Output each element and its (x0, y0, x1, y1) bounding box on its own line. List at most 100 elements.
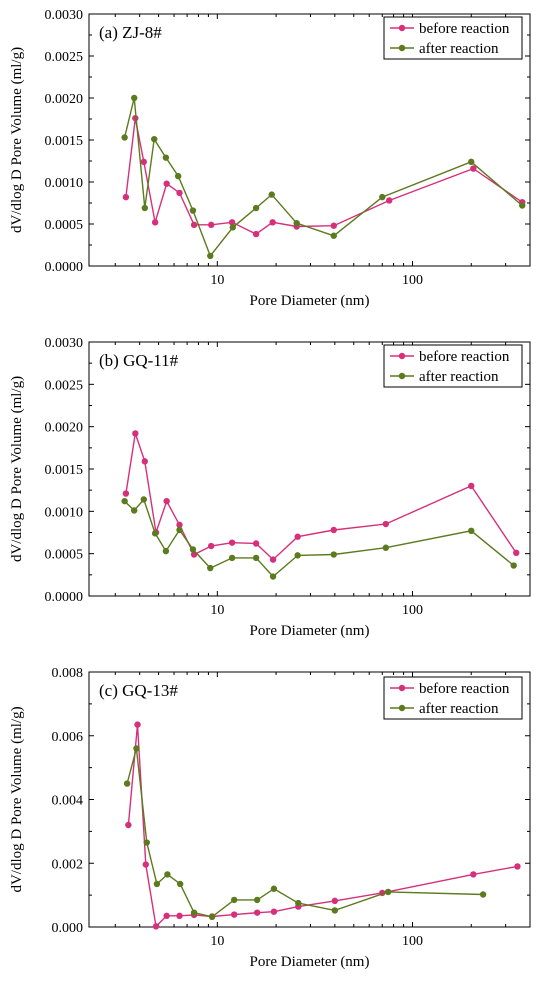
data-point (131, 507, 138, 514)
y-axis-title: dV/dlog D Pore Volume (ml/g) (9, 706, 25, 892)
data-point (151, 219, 159, 226)
data-point (468, 527, 475, 535)
data-point (294, 533, 301, 540)
data-point (121, 497, 128, 505)
legend: before reaction after reaction (383, 676, 523, 720)
legend-box (383, 344, 523, 388)
y-axis-title: dV/dlog D Pore Volume (ml/g) (9, 376, 25, 562)
series-line (123, 97, 523, 258)
legend-box (383, 16, 523, 60)
data-point (269, 556, 277, 563)
x-tick-label: 100 (402, 273, 423, 288)
data-point (152, 923, 160, 930)
data-point (252, 204, 260, 212)
data-point (468, 158, 475, 166)
data-point (513, 549, 520, 557)
legend-marker (398, 372, 406, 380)
data-point (176, 880, 184, 888)
data-point (123, 780, 131, 787)
data-point (133, 745, 140, 752)
data-point (270, 908, 278, 915)
data-point (121, 134, 128, 141)
data-point (132, 430, 139, 437)
data-point (253, 896, 261, 904)
data-point (330, 526, 337, 534)
data-point (190, 221, 198, 229)
y-tick-label: 0.000 (52, 921, 84, 936)
data-point (176, 912, 183, 920)
data-point (330, 222, 337, 229)
x-tick-label: 100 (402, 934, 423, 949)
legend: before reaction after reaction (383, 344, 523, 388)
legend-label: after reaction (419, 701, 499, 717)
panel-label: (a) ZJ-8# (99, 23, 162, 42)
chart-panel-2: 0.0000 0.0005 0.0010 0.0015 0.0020 0.0025 0.00… (9, 336, 531, 639)
data-point (141, 458, 149, 465)
data-point (163, 497, 170, 505)
series-after (123, 745, 487, 920)
y-tick-label: 0.0025 (45, 50, 84, 65)
data-point (252, 230, 260, 238)
chart-panel-3: 0.000 0.002 0.004 0.006 0.008 10 100 Pore Diame… (9, 666, 531, 970)
y-tick-label: 0.0030 (45, 8, 84, 23)
data-point (189, 546, 197, 553)
series-before (122, 430, 520, 563)
y-tick-label: 0.0005 (45, 548, 84, 563)
x-axis-title: Pore Diameter (nm) (250, 954, 370, 970)
y-tick-label: 0.0000 (45, 590, 84, 605)
data-point (163, 912, 170, 920)
data-point (252, 540, 260, 547)
data-point (142, 861, 150, 868)
data-point (470, 871, 477, 878)
data-point (134, 721, 141, 728)
data-point (141, 204, 149, 212)
x-axis-title: Pore Diameter (nm) (250, 293, 370, 309)
data-point (253, 909, 261, 916)
legend-marker (398, 44, 406, 52)
series-after (121, 94, 526, 260)
x-tick-label: 10 (210, 603, 224, 618)
data-point (384, 888, 392, 896)
data-point (230, 896, 238, 904)
legend-label: before reaction (419, 21, 510, 37)
data-point (230, 911, 238, 918)
data-point (143, 839, 150, 846)
data-point (470, 165, 477, 172)
data-point (386, 197, 393, 204)
series-before (125, 721, 521, 930)
data-point (331, 897, 339, 905)
data-point (382, 544, 390, 551)
y-tick-label: 0.0000 (45, 260, 84, 275)
y-tick-label: 0.0015 (45, 463, 84, 478)
data-point (122, 193, 130, 201)
y-tick-label: 0.0010 (45, 176, 84, 191)
data-point (379, 193, 386, 201)
legend-box (383, 676, 523, 720)
data-point (122, 490, 130, 497)
series-line (127, 724, 518, 928)
data-point (293, 219, 300, 227)
legend-marker (398, 684, 406, 692)
legend-label: after reaction (419, 369, 499, 385)
data-point (207, 564, 214, 572)
data-point (189, 207, 197, 214)
series-line (124, 498, 515, 578)
y-tick-label: 0.0020 (45, 421, 84, 436)
data-point (330, 232, 337, 239)
legend-marker (398, 352, 406, 360)
legend: before reaction after reaction (383, 16, 523, 60)
data-point (162, 154, 170, 161)
x-tick-label: 10 (210, 273, 224, 288)
series-line (126, 748, 484, 918)
y-tick-label: 0.0025 (45, 378, 84, 393)
data-point (229, 224, 236, 231)
data-point (151, 530, 159, 537)
data-point (295, 899, 302, 907)
panel-label: (b) GQ-11# (99, 351, 179, 370)
data-point (176, 526, 183, 534)
data-point (207, 252, 214, 260)
data-point (131, 94, 138, 102)
y-tick-label: 0.008 (52, 666, 84, 681)
y-axis-title: dV/dlog D Pore Volume (ml/g) (9, 47, 25, 233)
